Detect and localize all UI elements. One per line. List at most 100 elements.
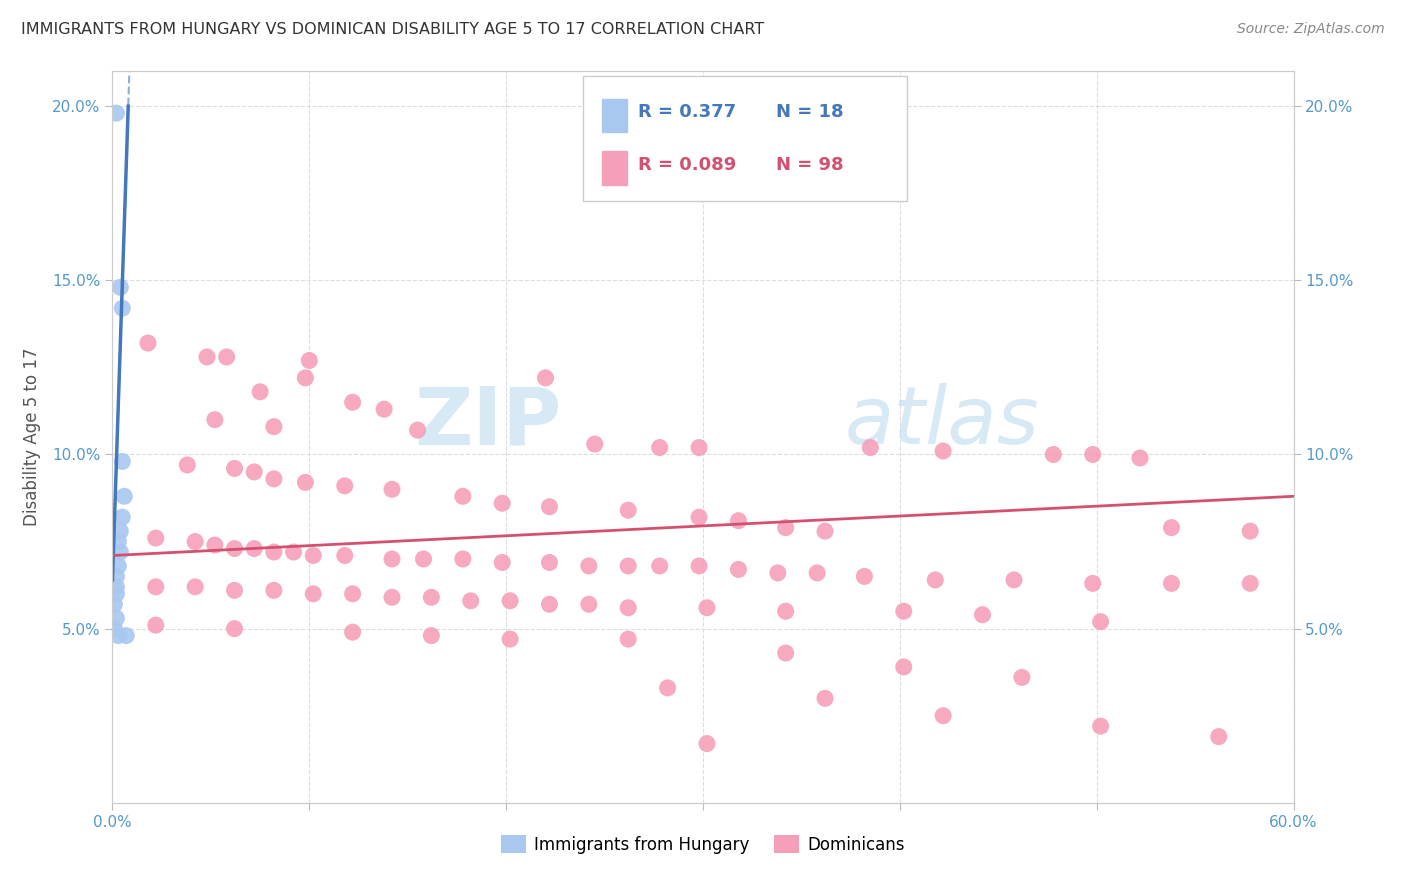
Point — [806, 566, 828, 580]
Point — [1042, 448, 1064, 462]
Text: R = 0.089: R = 0.089 — [638, 156, 737, 174]
Point — [534, 371, 557, 385]
Point — [204, 412, 226, 426]
Point — [195, 350, 218, 364]
Point — [107, 629, 129, 643]
Point — [110, 524, 132, 538]
Point — [696, 600, 718, 615]
Point — [451, 489, 474, 503]
Point — [617, 558, 640, 573]
Point — [451, 552, 474, 566]
Point — [814, 524, 837, 538]
Point — [263, 583, 285, 598]
Point — [215, 350, 238, 364]
Point — [538, 556, 561, 570]
Point — [145, 531, 167, 545]
Point — [105, 580, 128, 594]
Point — [105, 587, 128, 601]
Point — [648, 441, 671, 455]
Legend: Immigrants from Hungary, Dominicans: Immigrants from Hungary, Dominicans — [494, 829, 912, 860]
Point — [538, 500, 561, 514]
Point — [381, 552, 404, 566]
Point — [145, 580, 167, 594]
Point — [107, 534, 129, 549]
Point — [103, 622, 125, 636]
Point — [688, 441, 710, 455]
Point — [617, 600, 640, 615]
Point — [420, 591, 443, 605]
Point — [538, 597, 561, 611]
Point — [263, 419, 285, 434]
Point — [932, 444, 955, 458]
Text: IMMIGRANTS FROM HUNGARY VS DOMINICAN DISABILITY AGE 5 TO 17 CORRELATION CHART: IMMIGRANTS FROM HUNGARY VS DOMINICAN DIS… — [21, 22, 765, 37]
Point — [1081, 448, 1104, 462]
Point — [294, 371, 316, 385]
Text: ZIP: ZIP — [413, 384, 561, 461]
Point — [814, 691, 837, 706]
Point — [381, 591, 404, 605]
Point — [491, 496, 513, 510]
Point — [110, 280, 132, 294]
Text: N = 98: N = 98 — [776, 156, 844, 174]
Point — [775, 521, 797, 535]
Point — [110, 545, 132, 559]
Text: atlas: atlas — [845, 384, 1039, 461]
Point — [893, 604, 915, 618]
Point — [184, 580, 207, 594]
Point — [491, 556, 513, 570]
Point — [224, 541, 246, 556]
Point — [294, 475, 316, 490]
Point — [775, 604, 797, 618]
Point — [893, 660, 915, 674]
Point — [499, 594, 522, 608]
Point — [1160, 576, 1182, 591]
Point — [249, 384, 271, 399]
Point — [243, 465, 266, 479]
Point — [583, 437, 606, 451]
Point — [1208, 730, 1230, 744]
Text: Source: ZipAtlas.com: Source: ZipAtlas.com — [1237, 22, 1385, 37]
Point — [111, 454, 134, 468]
Point — [1239, 524, 1261, 538]
Point — [617, 503, 640, 517]
Point — [111, 301, 134, 316]
Point — [136, 336, 159, 351]
Point — [145, 618, 167, 632]
Point — [224, 583, 246, 598]
Point — [688, 510, 710, 524]
Point — [688, 558, 710, 573]
Point — [1129, 450, 1152, 465]
Point — [263, 545, 285, 559]
Point — [1090, 719, 1112, 733]
Point — [263, 472, 285, 486]
Point — [775, 646, 797, 660]
Point — [727, 562, 749, 576]
Point — [176, 458, 198, 472]
Point — [184, 534, 207, 549]
Point — [578, 558, 600, 573]
Point — [333, 549, 356, 563]
Point — [853, 569, 876, 583]
Text: N = 18: N = 18 — [776, 103, 844, 120]
Point — [112, 489, 135, 503]
Point — [243, 541, 266, 556]
Point — [107, 558, 129, 573]
Point — [302, 587, 325, 601]
Point — [283, 545, 305, 559]
Point — [460, 594, 482, 608]
Point — [105, 611, 128, 625]
Point — [406, 423, 429, 437]
Point — [381, 483, 404, 497]
Point — [342, 395, 364, 409]
Point — [657, 681, 679, 695]
Point — [727, 514, 749, 528]
Point — [1239, 576, 1261, 591]
Point — [342, 625, 364, 640]
Point — [1090, 615, 1112, 629]
Point — [420, 629, 443, 643]
Point — [224, 622, 246, 636]
Point — [924, 573, 946, 587]
Point — [103, 597, 125, 611]
Point — [972, 607, 994, 622]
Point — [1002, 573, 1025, 587]
